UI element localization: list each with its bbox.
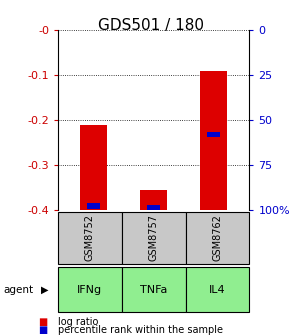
Bar xyxy=(200,71,227,210)
Text: ■: ■ xyxy=(38,325,47,335)
Bar xyxy=(58,212,122,264)
Bar xyxy=(87,204,100,209)
Bar xyxy=(186,267,249,312)
Bar xyxy=(122,212,186,264)
Bar xyxy=(122,267,186,312)
Bar xyxy=(207,132,220,137)
Bar xyxy=(80,125,107,210)
Bar xyxy=(140,190,167,210)
Bar xyxy=(58,267,122,312)
Bar xyxy=(186,212,249,264)
Text: IFNg: IFNg xyxy=(77,285,102,295)
Text: agent: agent xyxy=(3,285,33,295)
Text: GDS501 / 180: GDS501 / 180 xyxy=(98,18,204,34)
Text: percentile rank within the sample: percentile rank within the sample xyxy=(58,325,223,335)
Text: GSM8757: GSM8757 xyxy=(149,214,159,261)
Text: GSM8762: GSM8762 xyxy=(213,214,222,261)
Text: ■: ■ xyxy=(38,317,47,327)
Text: TNFa: TNFa xyxy=(140,285,167,295)
Text: GSM8752: GSM8752 xyxy=(85,214,95,261)
Bar xyxy=(147,205,160,211)
Text: IL4: IL4 xyxy=(209,285,226,295)
Text: ▶: ▶ xyxy=(41,285,49,295)
Text: log ratio: log ratio xyxy=(58,317,98,327)
